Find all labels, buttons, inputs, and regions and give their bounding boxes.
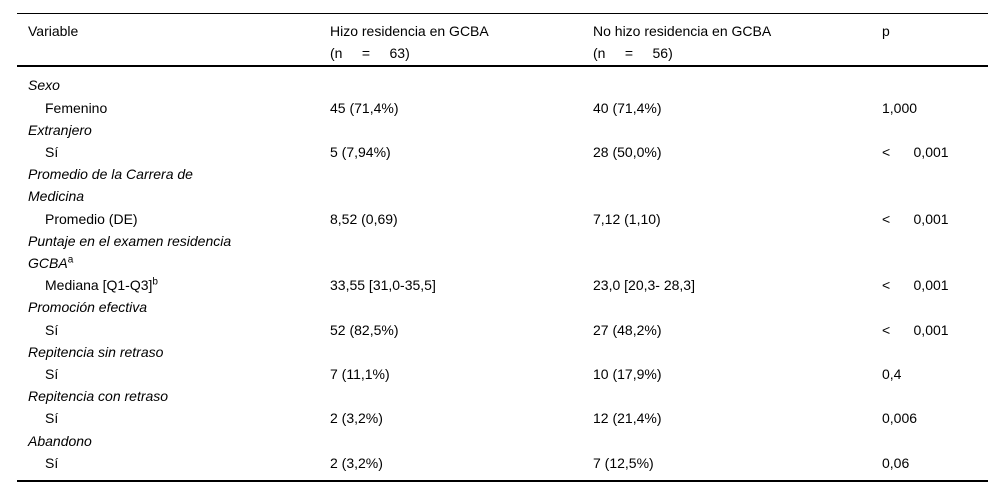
table-row: Sí 2 (3,2%) 7 (12,5%) 0,06 — [17, 452, 988, 474]
header-col-no-hizo-residencia-n: (n = 56) — [593, 45, 673, 62]
header-col-no-hizo-residencia: No hizo residencia en GCBA (n = 56) — [593, 20, 880, 64]
variable-group-label: Promoción efectiva — [28, 299, 148, 316]
p-value: < 0,001 — [882, 321, 949, 338]
value-no-hizo: 27 (48,2%) — [593, 321, 662, 338]
variable-item-label: Femenino — [45, 99, 108, 116]
value-no-hizo — [593, 341, 880, 363]
value-no-hizo — [593, 385, 880, 407]
table-row: Sí 7 (11,1%) 10 (17,9%) 0,4 — [17, 363, 988, 385]
value-no-hizo — [593, 119, 880, 141]
variable-group-label: Puntaje en el examen residencia GCBAa — [28, 232, 232, 272]
variable-item-label: Sí — [45, 144, 59, 161]
header-col-no-hizo-residencia-title: No hizo residencia en GCBA — [593, 23, 772, 39]
variable-item-label: Sí — [45, 410, 59, 427]
value-no-hizo: 12 (21,4%) — [593, 410, 662, 427]
variable-group-label: Extranjero — [28, 121, 92, 138]
value-hizo: 52 (82,5%) — [330, 321, 399, 338]
value-hizo — [330, 163, 593, 207]
table-header-row: Variable Hizo residencia en GCBA (n = 63… — [17, 14, 988, 68]
p-value: 1,000 — [882, 99, 918, 116]
p-value: 0,006 — [882, 410, 918, 427]
table-row: Femenino 45 (71,4%) 40 (71,4%) 1,000 — [17, 97, 988, 119]
variable-item-label: Promedio (DE) — [45, 210, 138, 227]
p-value — [880, 296, 988, 318]
value-hizo: 33,55 [31,0-35,5] — [330, 277, 436, 294]
value-no-hizo: 7 (12,5%) — [593, 454, 654, 471]
value-hizo — [330, 430, 593, 452]
value-hizo — [330, 341, 593, 363]
table-row: Repitencia con retraso — [17, 385, 988, 407]
table-row: Sí 2 (3,2%) 12 (21,4%) 0,006 — [17, 407, 988, 429]
p-value — [880, 385, 988, 407]
value-hizo: 2 (3,2%) — [330, 454, 383, 471]
value-no-hizo: 7,12 (1,10) — [593, 210, 661, 227]
p-value: 0,06 — [882, 454, 910, 471]
variable-group-label: Repitencia sin retraso — [28, 343, 164, 360]
variable-group-label: Abandono — [28, 432, 92, 449]
p-value — [880, 163, 988, 207]
variable-group-label: Repitencia con retraso — [28, 388, 169, 405]
table-row: Puntaje en el examen residencia GCBAa — [17, 230, 988, 274]
table-row: Mediana [Q1-Q3]b 33,55 [31,0-35,5] 23,0 … — [17, 274, 988, 296]
table-row: Promoción efectiva — [17, 296, 988, 318]
value-no-hizo: 28 (50,0%) — [593, 144, 662, 161]
header-col-hizo-residencia-n: (n = 63) — [330, 45, 410, 62]
value-no-hizo — [593, 163, 880, 207]
p-value: < 0,001 — [882, 144, 949, 161]
value-no-hizo: 10 (17,9%) — [593, 366, 662, 383]
header-col-hizo-residencia: Hizo residencia en GCBA (n = 63) — [330, 20, 593, 64]
header-col-variable: Variable — [28, 23, 79, 39]
value-hizo — [330, 230, 593, 274]
value-hizo: 45 (71,4%) — [330, 99, 399, 116]
variable-item-label: Sí — [45, 366, 59, 383]
value-no-hizo — [593, 296, 880, 318]
table-row: Sí 5 (7,94%) 28 (50,0%) < 0,001 — [17, 141, 988, 163]
value-hizo: 7 (11,1%) — [330, 366, 390, 383]
value-hizo — [330, 296, 593, 318]
value-hizo: 8,52 (0,69) — [330, 210, 398, 227]
value-hizo: 2 (3,2%) — [330, 410, 383, 427]
value-no-hizo — [593, 430, 880, 452]
table-row: Sí 52 (82,5%) 27 (48,2%) < 0,001 — [17, 319, 988, 341]
p-value: < 0,001 — [882, 277, 949, 294]
table-body: Sexo Femenino 45 (71,4%) 40 (71,4%) 1,00… — [17, 67, 988, 480]
value-no-hizo — [593, 230, 880, 274]
p-value — [880, 119, 988, 141]
variable-item-label: Sí — [45, 321, 59, 338]
footnote-marker-b: b — [152, 276, 158, 288]
p-value — [880, 74, 988, 96]
value-hizo — [330, 74, 593, 96]
value-no-hizo — [593, 74, 880, 96]
value-hizo — [330, 119, 593, 141]
variable-group-label: Sexo — [28, 77, 60, 94]
table-row: Promedio (DE) 8,52 (0,69) 7,12 (1,10) < … — [17, 208, 988, 230]
header-col-hizo-residencia-title: Hizo residencia en GCBA — [330, 23, 489, 39]
p-value — [880, 230, 988, 274]
table-row: Sexo — [17, 74, 988, 96]
table-row: Repitencia sin retraso — [17, 341, 988, 363]
table-row: Abandono — [17, 430, 988, 452]
value-hizo: 5 (7,94%) — [330, 144, 391, 161]
value-no-hizo: 40 (71,4%) — [593, 99, 662, 116]
variable-item-label: Mediana [Q1-Q3]b — [45, 276, 158, 294]
value-hizo — [330, 385, 593, 407]
value-no-hizo: 23,0 [20,3- 28,3] — [593, 277, 695, 294]
table-row: Extranjero — [17, 119, 988, 141]
p-value: < 0,001 — [882, 210, 949, 227]
footnote-marker-a: a — [67, 254, 74, 266]
table-row: Promedio de la Carrera de Medicina — [17, 163, 988, 207]
variable-group-label: Promedio de la Carrera de Medicina — [28, 166, 193, 205]
variable-item-label: Sí — [45, 454, 59, 471]
p-value — [880, 341, 988, 363]
p-value: 0,4 — [882, 366, 902, 383]
header-col-p: p — [882, 23, 890, 39]
p-value — [880, 430, 988, 452]
statistics-table: Variable Hizo residencia en GCBA (n = 63… — [17, 13, 988, 483]
